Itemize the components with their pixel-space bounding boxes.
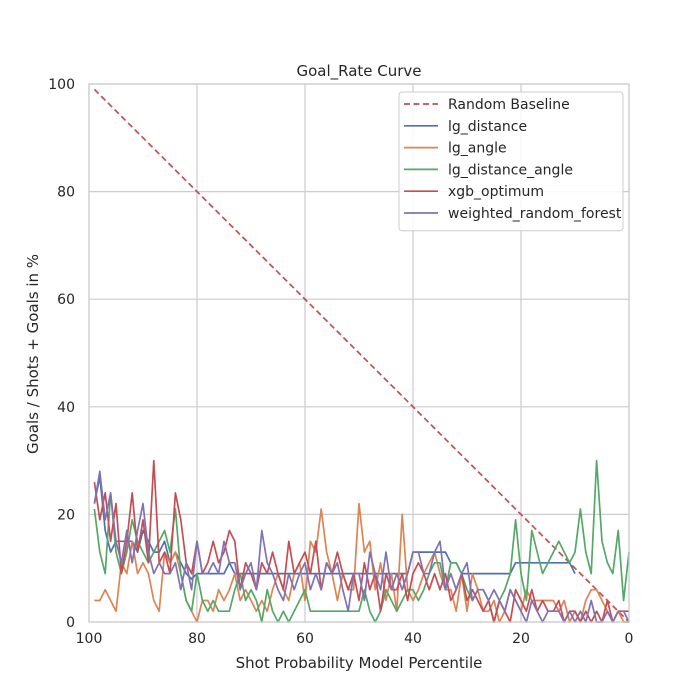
x-tick-label: 80 — [188, 631, 206, 647]
x-axis-title: Shot Probability Model Percentile — [236, 654, 483, 672]
legend-box — [398, 91, 624, 232]
series-line — [93, 470, 630, 623]
plot-frame — [88, 83, 630, 623]
y-tick-label: 100 — [48, 77, 75, 93]
series-line — [93, 459, 630, 623]
y-tick-label: 60 — [57, 292, 75, 308]
x-tick-label: 0 — [625, 631, 634, 647]
tick-labels: 100 80 60 40 20 0 0 20 40 60 80 100 — [48, 77, 633, 647]
legend-label: xgb_optimum — [448, 184, 544, 200]
legend-label: lg_distance_angle — [448, 162, 573, 178]
chart-title: Goal_Rate Curve — [296, 62, 421, 81]
series-line — [93, 88, 630, 623]
y-tick-label: 20 — [57, 507, 75, 523]
legend-label: lg_angle — [448, 141, 507, 157]
legend-label: Random Baseline — [448, 97, 570, 113]
x-tick-label: 60 — [296, 631, 314, 647]
legend-label: lg_distance — [448, 119, 527, 135]
y-tick-label: 40 — [57, 400, 75, 416]
legend: Random Baseline lg_distance lg_angle lg_dis… — [398, 91, 624, 232]
y-tick-label: 80 — [57, 185, 75, 201]
legend-label: weighted_random_forest — [448, 206, 622, 222]
x-tick-label: 100 — [76, 631, 103, 647]
series-lines — [93, 88, 630, 623]
x-tick-label: 20 — [512, 631, 530, 647]
y-axis-title: Goals / Shots + Goals in % — [24, 254, 42, 454]
y-tick-label: 0 — [66, 615, 75, 631]
series-line — [93, 459, 629, 623]
x-tick-label: 40 — [404, 631, 422, 647]
